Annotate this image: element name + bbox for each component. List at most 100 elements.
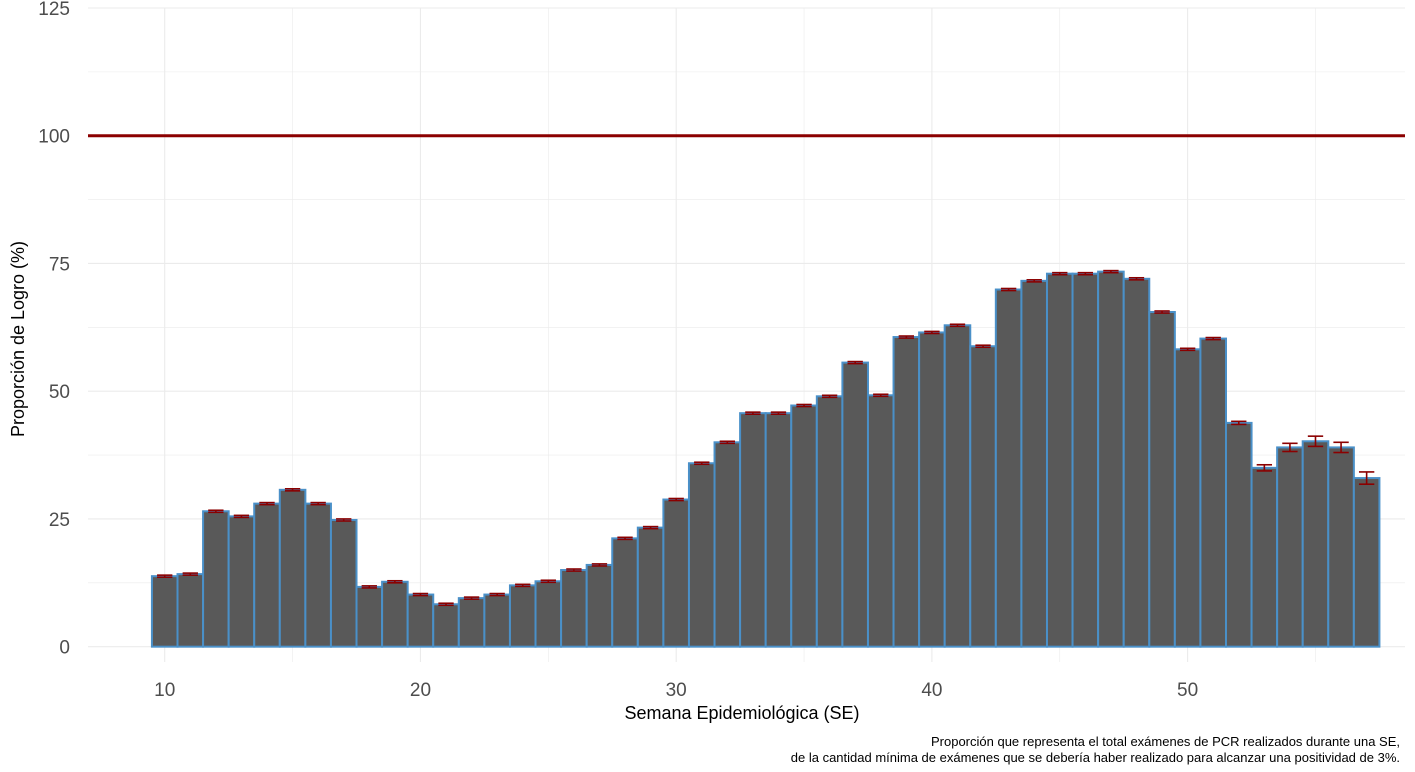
error-bar-se-40: [924, 330, 940, 335]
error-bar-se-55: [1307, 435, 1324, 448]
bar-se-54: [1276, 446, 1304, 648]
x-tick-label-30: 30: [666, 680, 687, 701]
error-bar-se-38: [873, 393, 889, 398]
error-bar-se-45: [1052, 271, 1068, 276]
error-bar-se-44: [1026, 279, 1042, 283]
error-bar-se-54: [1282, 442, 1298, 453]
error-bar-se-46: [1077, 271, 1094, 276]
bar-se-22: [457, 597, 486, 648]
caption-line-1: Proporción que representa el total exáme…: [931, 734, 1400, 749]
bar-se-11: [176, 573, 205, 648]
error-bar-se-30: [668, 497, 684, 502]
error-bar-se-27: [591, 563, 608, 567]
error-bar-se-33: [745, 411, 761, 415]
bar-se-46: [1071, 272, 1100, 648]
bar-se-45: [1045, 272, 1074, 648]
bar-se-24: [508, 584, 537, 648]
bar-se-43: [994, 288, 1023, 648]
x-axis-ticks: 10 20 30 40 50: [154, 680, 1198, 701]
bar-se-50: [1173, 348, 1202, 648]
error-bar-se-28: [617, 536, 633, 541]
bar-se-33: [739, 412, 767, 648]
bar-se-20: [406, 593, 435, 648]
error-bar-se-12: [208, 509, 224, 514]
error-bar-se-21: [438, 602, 454, 607]
y-tick-label-25: 25: [49, 510, 70, 531]
bar-se-39: [892, 336, 921, 648]
bar-se-41: [943, 324, 972, 648]
error-bar-se-42: [975, 344, 991, 349]
error-bar-se-19: [387, 579, 403, 584]
bar-se-23: [483, 593, 511, 648]
error-bar-se-57: [1358, 471, 1375, 485]
bar-se-30: [662, 498, 690, 648]
bar-se-40: [918, 331, 946, 648]
y-tick-label-50: 50: [49, 382, 70, 403]
bar-se-26: [560, 569, 588, 648]
error-bar-se-24: [515, 583, 531, 588]
error-bar-se-49: [1154, 310, 1170, 314]
bar-se-25: [534, 580, 563, 648]
error-bar-se-14: [259, 501, 275, 506]
y-axis-title: Proporción de Logro (%): [8, 241, 28, 437]
y-tick-label-75: 75: [49, 254, 70, 275]
error-bar-se-39: [898, 335, 915, 339]
bar-se-48: [1122, 277, 1151, 648]
bar-se-28: [611, 537, 639, 648]
bar-se-55: [1301, 440, 1330, 648]
error-bar-se-47: [1103, 269, 1119, 274]
error-bar-se-36: [821, 394, 838, 399]
error-bar-se-13: [233, 514, 250, 519]
bar-se-53: [1250, 466, 1279, 648]
bar-se-16: [304, 502, 332, 648]
bar-se-13: [227, 515, 256, 648]
bar-se-37: [841, 361, 869, 648]
bar-se-36: [815, 395, 844, 648]
error-bar-se-10: [157, 574, 173, 578]
error-bar-se-29: [642, 525, 659, 530]
y-tick-label-125: 125: [38, 0, 70, 20]
bar-se-15: [278, 488, 307, 648]
bar-se-57: [1352, 477, 1381, 648]
bar-se-42: [969, 345, 997, 648]
bar-se-10: [150, 575, 179, 648]
error-bar-se-17: [336, 518, 352, 522]
bar-se-21: [432, 603, 460, 648]
error-bar-se-22: [463, 596, 480, 600]
error-bar-se-23: [489, 592, 505, 597]
error-bar-se-51: [1205, 336, 1221, 341]
bar-se-29: [636, 526, 665, 648]
x-tick-label-50: 50: [1177, 680, 1198, 701]
error-bar-se-35: [796, 403, 812, 408]
bar-se-14: [253, 502, 281, 648]
x-tick-label-40: 40: [921, 680, 942, 701]
error-bar-se-18: [361, 585, 377, 589]
error-bar-se-34: [770, 411, 787, 415]
error-bar-se-50: [1179, 347, 1196, 352]
error-bar-se-11: [182, 572, 198, 576]
error-bar-se-52: [1231, 420, 1247, 426]
bar-se-19: [381, 580, 409, 648]
error-bar-se-16: [310, 501, 326, 506]
x-tick-label-20: 20: [410, 680, 431, 701]
x-tick-label-10: 10: [154, 680, 175, 701]
error-bar-se-37: [847, 360, 863, 365]
error-bar-se-56: [1333, 441, 1349, 454]
error-bar-se-32: [719, 440, 735, 445]
bar-se-12: [202, 510, 230, 648]
error-bar-se-15: [284, 487, 301, 492]
y-axis-ticks: 0 25 50 75 100 125: [38, 0, 70, 659]
bar-se-31: [687, 462, 716, 648]
bar-se-49: [1148, 311, 1176, 648]
bar-se-52: [1224, 421, 1253, 648]
bar-se-38: [866, 394, 895, 648]
x-axis-title: Semana Epidemiológica (SE): [624, 703, 859, 723]
bar-se-32: [713, 441, 742, 648]
bar-se-34: [764, 412, 793, 648]
bar-se-47: [1097, 270, 1125, 648]
error-bars: [157, 269, 1375, 607]
bar-se-56: [1327, 446, 1355, 648]
bar-se-44: [1020, 279, 1048, 648]
error-bar-se-25: [540, 579, 556, 584]
y-tick-label-100: 100: [38, 127, 70, 148]
